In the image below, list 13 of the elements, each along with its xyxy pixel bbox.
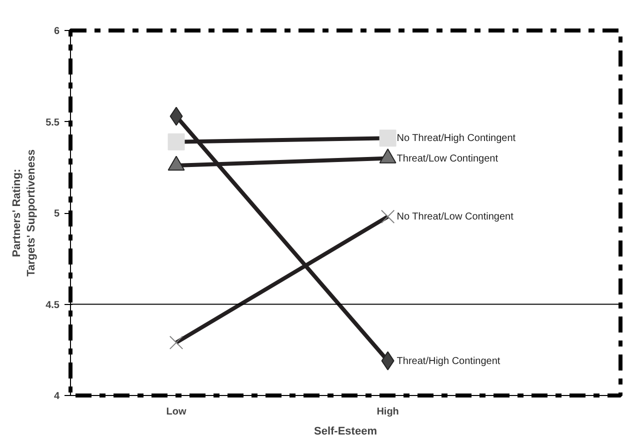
series-label: No Threat/Low Contingent [396,212,514,223]
series-label: No Threat/High Contingent [396,133,516,144]
y-tick-label: 5.5 [46,117,60,128]
y-tick-label: 6 [54,26,60,37]
y-tick-label: 5 [54,208,60,220]
series-label: Threat/Low Contingent [396,153,498,164]
y-tick-label: 4 [54,391,60,402]
y-axis-title: Partners' Rating: Targets' Supportiveness [11,149,38,277]
x-tick-label: High [376,406,399,418]
x-axis-title: Self-Esteem [314,426,378,438]
series-label: Threat/High Contingent [396,356,500,367]
x-tick-label: Low [166,406,186,418]
y-tick-label: 4.5 [46,300,60,311]
